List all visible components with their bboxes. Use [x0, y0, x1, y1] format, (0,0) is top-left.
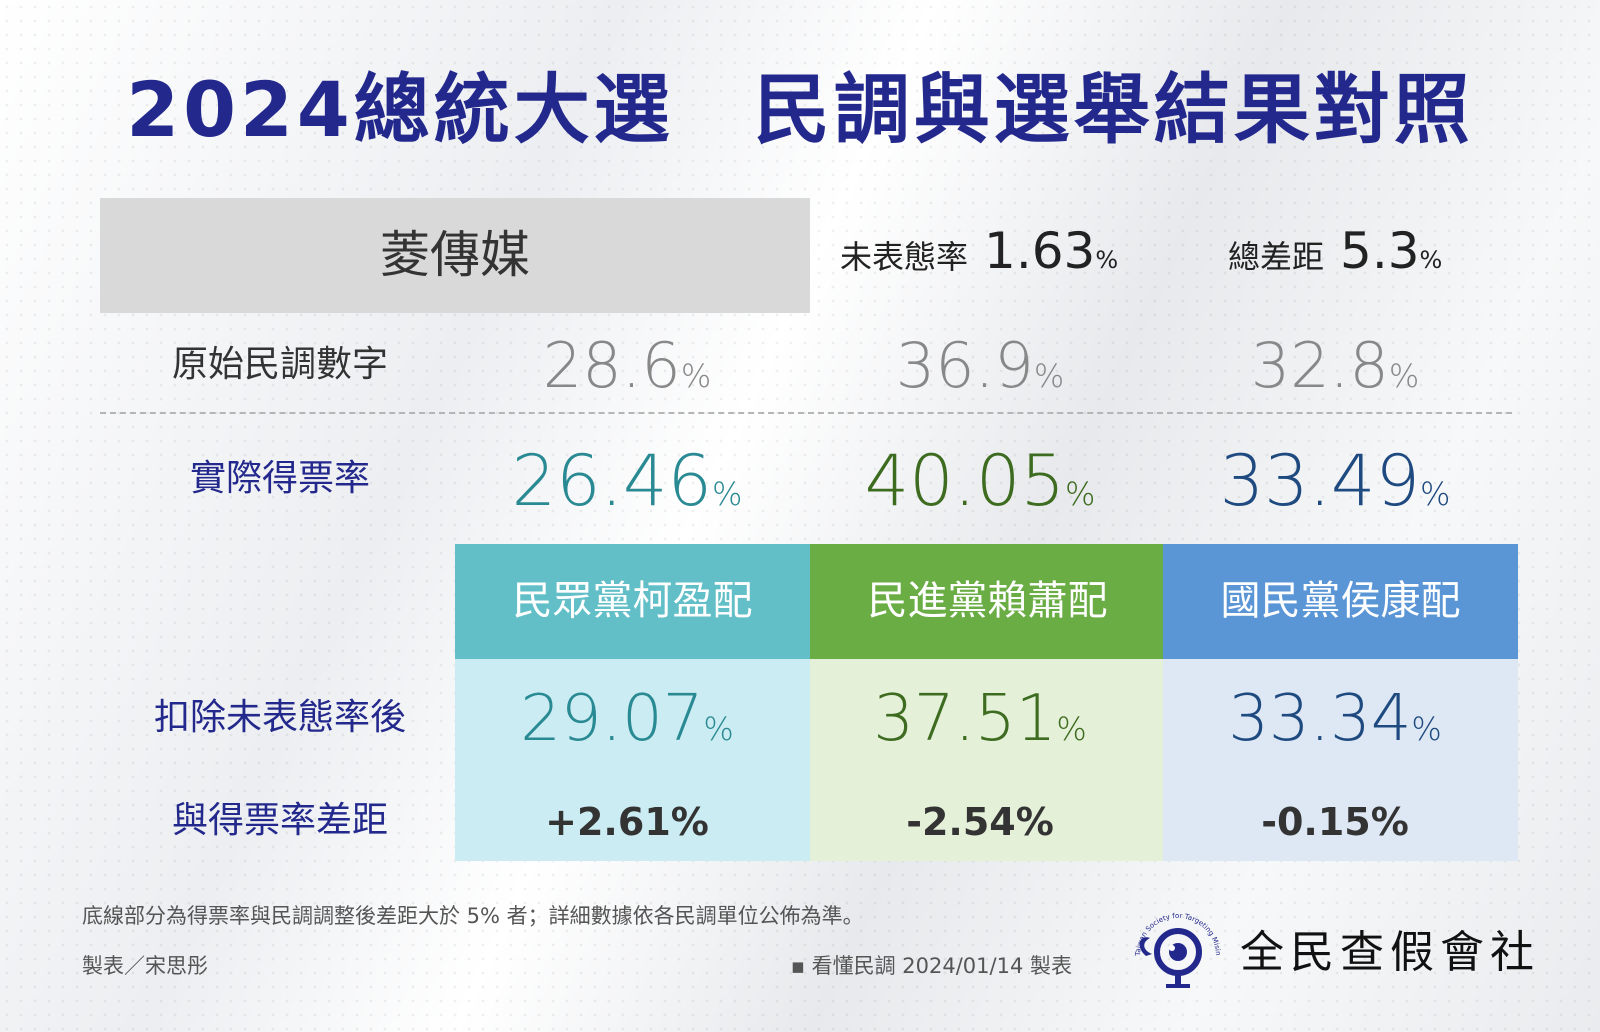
- actual-value-kmt-value: 33.49: [1219, 440, 1420, 522]
- difference-value-kmt: -0.15%: [1261, 800, 1409, 844]
- row-label-actual: 實際得票率: [189, 458, 370, 499]
- page-title: 2024總統大選 民調與選舉結果對照: [126, 65, 1474, 154]
- candidate-body-tpp: [455, 659, 810, 861]
- undecided-unit: %: [1095, 246, 1119, 274]
- undecided-stat: 未表態率 1.63 %: [840, 222, 1118, 292]
- row-label-adjusted: 扣除未表態率後: [153, 697, 406, 738]
- raw-value-dpp-value: 36.9: [895, 329, 1034, 402]
- raw-value-kmt-unit: %: [1388, 357, 1420, 395]
- undecided-label: 未表態率: [840, 238, 969, 276]
- raw-value-dpp: 36.9%: [803, 326, 1157, 406]
- candidate-header-tpp: 民眾黨柯盈配: [455, 544, 810, 659]
- adjusted-value-dpp: 37.51%: [803, 676, 1157, 762]
- actual-value-dpp: 40.05%: [803, 436, 1157, 526]
- candidate-body-kmt: [1163, 659, 1518, 861]
- total-gap-stat: 總差距 5.3 %: [1228, 222, 1442, 292]
- adjusted-value-tpp: 29.07%: [450, 676, 804, 762]
- dashed-divider: [100, 412, 1512, 414]
- adjusted-value-dpp-value: 37.51: [873, 682, 1057, 756]
- total-gap-label: 總差距: [1228, 238, 1325, 276]
- adjusted-value-dpp-unit: %: [1056, 710, 1087, 748]
- adjusted-value-kmt-unit: %: [1411, 710, 1442, 748]
- adjusted-value-tpp-unit: %: [703, 710, 734, 748]
- footer-note: 底線部分為得票率與民調調整後差距大於 5% 者；詳細數據依各民調單位公佈為準。: [82, 904, 864, 928]
- row-label-difference: 與得票率差距: [171, 800, 388, 841]
- actual-value-kmt-unit: %: [1420, 475, 1451, 513]
- magnifier-logo-icon: Taiwan Society for Targeting Misinformat…: [1128, 898, 1222, 988]
- candidate-body-dpp: [810, 659, 1165, 861]
- total-gap-value: 5.3: [1340, 222, 1420, 280]
- pollster-name: 菱傳媒: [380, 226, 530, 284]
- adjusted-value-kmt-value: 33.34: [1228, 682, 1412, 756]
- raw-value-kmt: 32.8%: [1158, 326, 1512, 406]
- difference-value-dpp: -2.54%: [906, 800, 1054, 844]
- raw-value-dpp-unit: %: [1033, 357, 1065, 395]
- actual-value-tpp-unit: %: [712, 475, 743, 513]
- candidate-header-kmt: 國民黨侯康配: [1163, 544, 1518, 659]
- actual-value-tpp-value: 26.46: [511, 440, 712, 522]
- actual-value-dpp-value: 40.05: [864, 440, 1065, 522]
- raw-value-tpp: 28.6%: [450, 326, 804, 406]
- pollster-box: [100, 198, 810, 313]
- footer-source: ▪ 看懂民調 2024/01/14 製表: [790, 954, 1072, 978]
- actual-value-kmt: 33.49%: [1158, 436, 1512, 526]
- adjusted-value-tpp-value: 29.07: [520, 682, 704, 756]
- actual-value-tpp: 26.46%: [450, 436, 804, 526]
- difference-value-tpp: +2.61%: [545, 800, 709, 844]
- row-label-raw: 原始民調數字: [171, 344, 388, 385]
- candidate-header-dpp: 民進黨賴蕭配: [810, 544, 1165, 659]
- raw-value-tpp-unit: %: [680, 357, 712, 395]
- undecided-value: 1.63: [984, 222, 1096, 280]
- raw-value-tpp-value: 28.6: [542, 329, 681, 402]
- actual-value-dpp-unit: %: [1065, 475, 1096, 513]
- adjusted-value-kmt: 33.34%: [1158, 676, 1512, 762]
- raw-value-kmt-value: 32.8: [1250, 329, 1389, 402]
- total-gap-unit: %: [1419, 246, 1443, 274]
- footer-author: 製表／宋思彤: [82, 954, 208, 978]
- logo-text: 全民查假會社: [1240, 927, 1540, 978]
